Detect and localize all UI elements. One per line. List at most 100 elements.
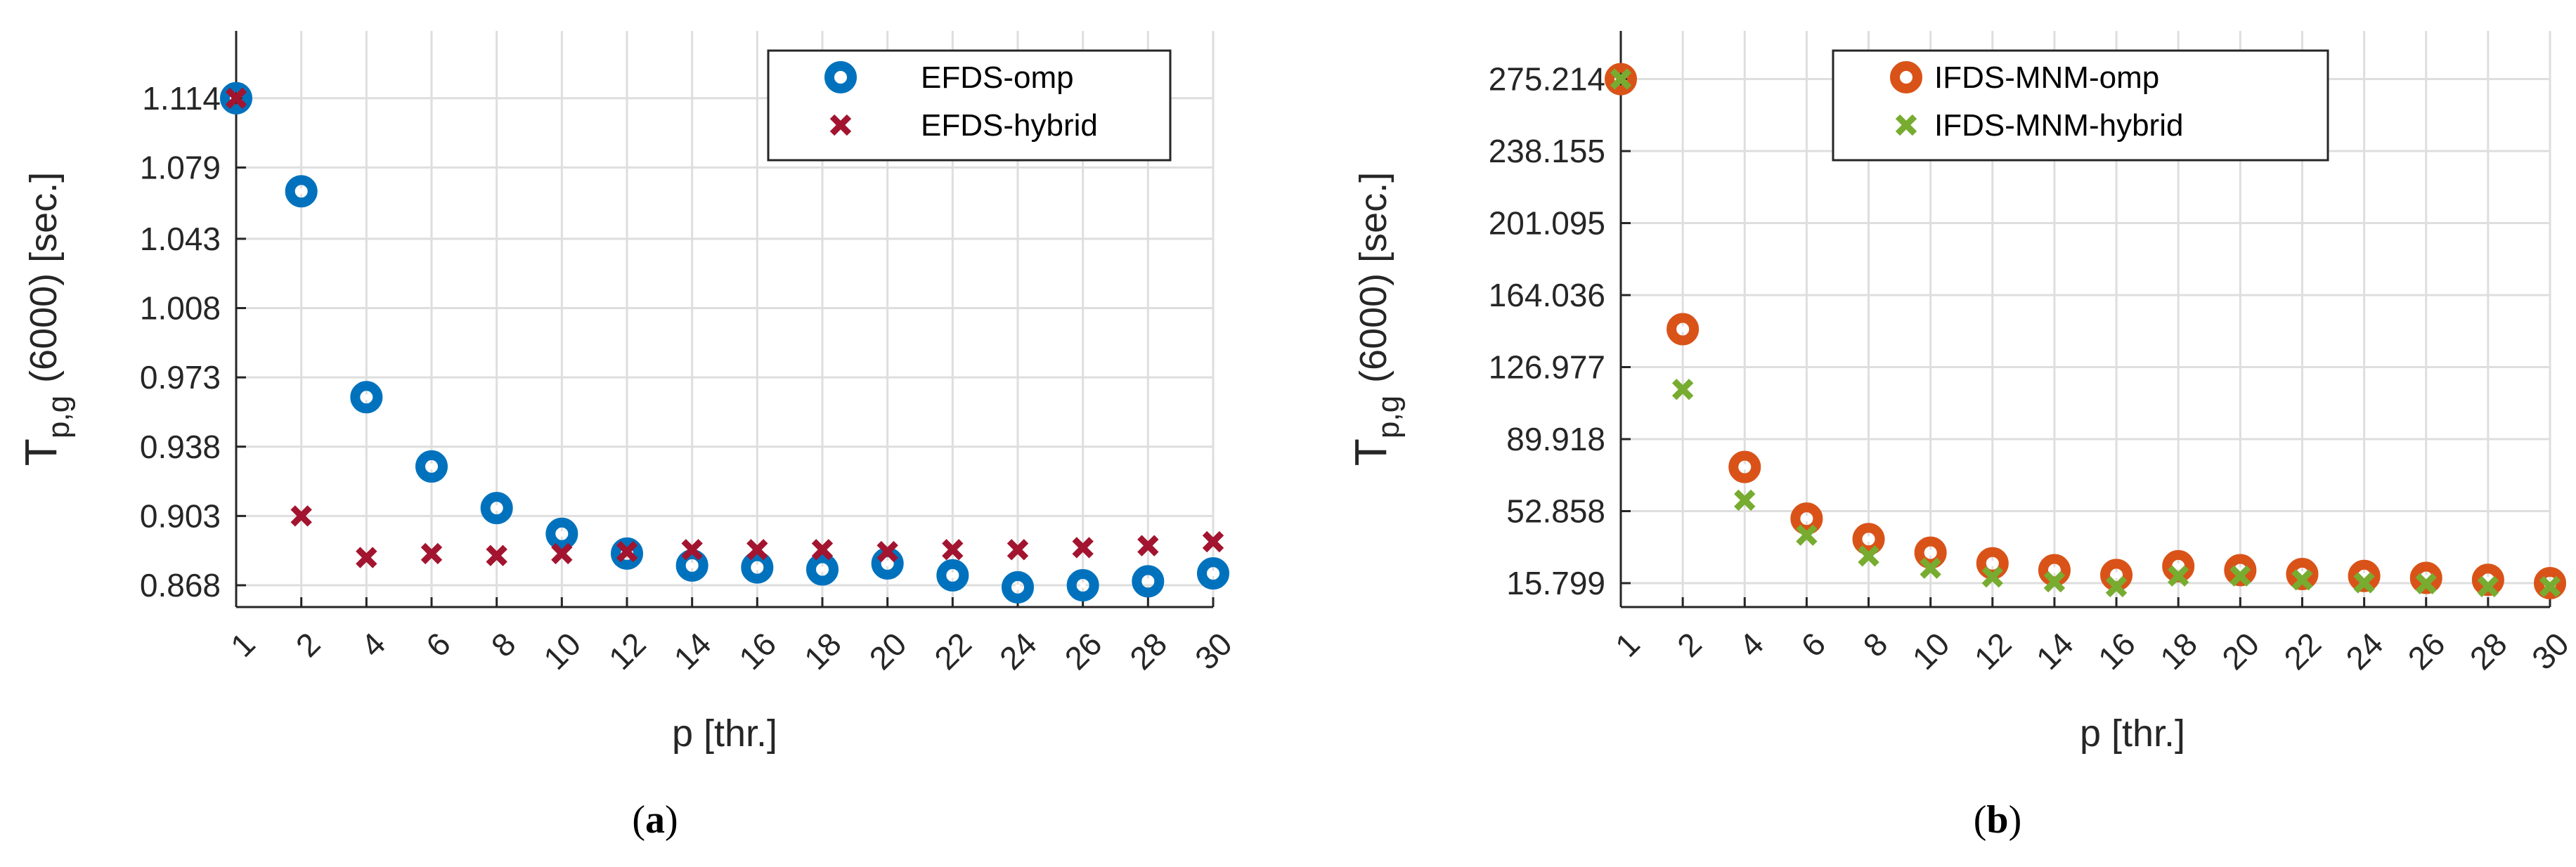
y-axis-label-b: Tp,g (6000) [sec.] [1345, 172, 1406, 466]
x-tick-label: 14 [2029, 625, 2080, 677]
data-point-efds-hybrid [616, 540, 638, 563]
data-point-ifds-mnm-hybrid [2477, 575, 2499, 598]
y-tick-label: 201.095 [1489, 205, 1605, 242]
data-point-efds-omp [415, 450, 448, 483]
x-tick-label: 22 [927, 625, 978, 677]
x-tick-label: 4 [1732, 625, 1771, 664]
y-label-sub-a: p,g [41, 396, 76, 438]
data-point-efds-omp [675, 549, 708, 582]
x-tick-label: 22 [2277, 625, 2328, 677]
data-point-ifds-mnm-hybrid [1671, 379, 1694, 400]
y-tick-label: 0.938 [140, 429, 221, 465]
data-point-ifds-mnm-hybrid [2291, 569, 2313, 591]
x-tick-label: 8 [484, 625, 523, 664]
y-tick-labels-a: 0.868 0.903 0.938 0.973 1.008 1.043 1.079 1.114 [140, 80, 221, 604]
data-point-ifds-mnm-hybrid [2353, 572, 2375, 594]
data-point-ifds-mnm-hybrid [2539, 575, 2561, 598]
data-point-ifds-mnm-omp [1666, 313, 1700, 346]
x-tick-label: 24 [2338, 625, 2390, 677]
x-tick-label: 26 [2401, 625, 2452, 677]
data-point-efds-omp [1066, 569, 1099, 602]
x-tick-label: 28 [2463, 625, 2514, 677]
y-tick-label: 52.858 [1506, 493, 1605, 529]
legend-marker-circle [1890, 61, 1922, 93]
legend-marker-efds-hybrid [829, 114, 852, 136]
y-tick-label: 0.903 [140, 497, 221, 534]
x-axis-label-a: p [thr.] [672, 712, 777, 755]
data-point-efds-hybrid [1007, 539, 1029, 561]
y-label-rest-a: (6000) [sec.] [22, 172, 65, 383]
data-point-efds-hybrid [681, 539, 703, 561]
x-tick-label: 10 [1905, 625, 1957, 677]
data-point-efds-hybrid [420, 542, 443, 565]
x-tick-label: 24 [992, 625, 1044, 677]
y-tick-label: 1.114 [142, 80, 221, 117]
data-point-ifds-mnm-hybrid [1734, 489, 1756, 511]
legend-a: EFDS-omp EFDS-hybrid [767, 49, 1172, 162]
data-point-efds-omp [545, 517, 578, 550]
data-point-efds-omp [741, 551, 774, 584]
x-tick-label: 12 [1967, 625, 2019, 677]
data-point-ifds-mnm-hybrid [1610, 68, 1632, 90]
data-point-ifds-mnm-hybrid [2168, 565, 2189, 587]
data-point-efds-hybrid [1072, 537, 1094, 559]
data-point-ifds-mnm-hybrid [1796, 524, 1818, 546]
x-tick-label: 18 [2153, 625, 2204, 677]
x-tick-label: 20 [2215, 625, 2266, 677]
data-point-efds-hybrid [942, 539, 964, 561]
data-point-efds-omp [806, 553, 839, 586]
y-tick-label: 1.008 [140, 290, 221, 327]
data-point-ifds-mnm-omp [1852, 523, 1885, 556]
data-point-ifds-mnm-omp [1790, 502, 1823, 535]
y-tick-label: 275.214 [1489, 61, 1605, 98]
y-tick-label: 0.973 [140, 359, 221, 396]
data-point-ifds-mnm-hybrid [2415, 573, 2437, 594]
legend-b: IFDS-MNM-omp IFDS-MNM-hybrid [1832, 49, 2329, 162]
legend-marker-efds-omp [824, 61, 857, 93]
data-point-efds-hybrid [1137, 535, 1159, 556]
legend-marker-cross [829, 114, 852, 136]
data-point-efds-hybrid [1202, 530, 1224, 553]
x-tick-label: 2 [289, 625, 328, 664]
x-tick-label: 20 [862, 625, 914, 677]
data-point-efds-hybrid [876, 540, 898, 563]
caption-a: (a) [632, 798, 678, 842]
data-point-ifds-mnm-hybrid [2105, 575, 2128, 598]
data-point-efds-omp [480, 492, 513, 525]
legend-label-efds-omp: EFDS-omp [921, 60, 1074, 95]
x-tick-label: 14 [667, 625, 718, 677]
x-tick-label: 6 [1794, 625, 1832, 664]
svg-text:Tp,g(6000) [sec.]: Tp,g (6000) [sec.] [15, 172, 76, 466]
data-point-efds-hybrid [486, 545, 507, 566]
y-tick-label: 1.043 [140, 221, 221, 257]
y-tick-label: 89.918 [1506, 421, 1605, 457]
data-point-efds-hybrid [746, 539, 768, 561]
marks-b [1605, 63, 2566, 599]
x-tick-label: 1 [224, 625, 262, 664]
data-point-ifds-mnm-hybrid [2229, 565, 2251, 587]
y-axis-label-a: Tp,g (6000) [sec.] [15, 172, 76, 466]
data-point-efds-omp [285, 175, 318, 208]
x-tick-label: 30 [2525, 625, 2576, 677]
legend-label-ifds-omp: IFDS-MNM-omp [1934, 60, 2159, 95]
y-label-rest-b: (6000) [sec.] [1352, 172, 1394, 383]
data-point-efds-omp [1197, 557, 1229, 590]
x-tick-labels-a: 1 2 4 6 8 10 12 14 16 18 20 22 24 26 28 30 [224, 625, 1239, 677]
data-point-efds-omp [1132, 565, 1165, 598]
y-tick-label: 15.799 [1506, 565, 1605, 601]
data-point-ifds-mnm-hybrid [1981, 566, 2003, 588]
y-tick-label: 0.868 [140, 567, 221, 604]
data-point-efds-hybrid [551, 542, 573, 565]
data-point-ifds-mnm-hybrid [1858, 545, 1879, 567]
x-tick-labels-b: 1 2 4 6 8 10 12 14 16 18 20 22 24 26 28 30 [1608, 625, 2576, 677]
x-tick-label: 16 [732, 625, 783, 677]
x-tick-label: 26 [1058, 625, 1109, 677]
x-tick-label: 6 [419, 625, 458, 664]
y-label-main-b: T [1345, 438, 1396, 466]
chart-panel-a: 0.868 0.903 0.938 0.973 1.008 1.043 1.079 1.114… [15, 31, 1239, 842]
y-tick-label: 126.977 [1489, 349, 1605, 386]
chart-panel-b: 15.799 52.858 89.918 126.977 164.036 201.095 2… [1345, 31, 2576, 842]
caption-b: (b) [1974, 798, 2021, 842]
legend-label-ifds-hybrid: IFDS-MNM-hybrid [1934, 108, 2183, 143]
